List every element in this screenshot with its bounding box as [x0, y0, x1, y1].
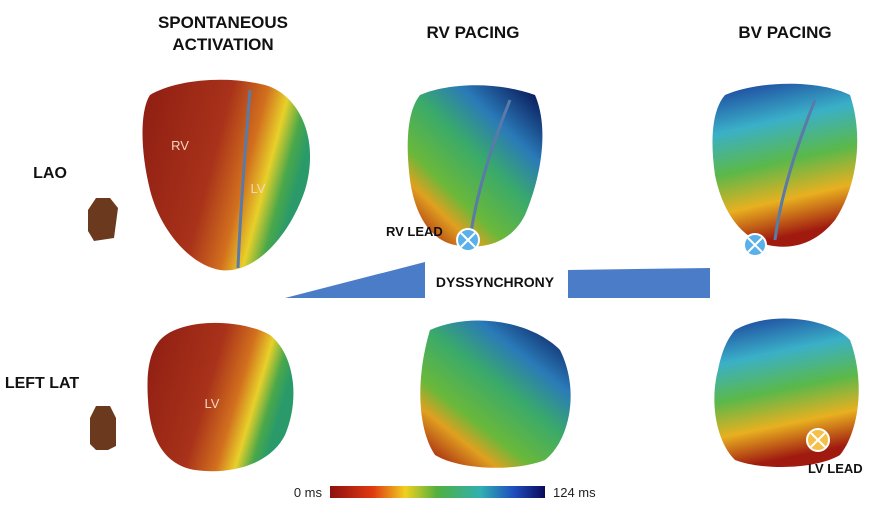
colorbar: [330, 486, 545, 498]
row-label: LEFT LAT: [5, 375, 80, 392]
dyssynchrony-label: DYSSYNCHRONY: [436, 274, 555, 290]
heart-map: [714, 319, 858, 467]
column-title: RV PACING: [427, 23, 520, 42]
heart-map: [712, 84, 857, 247]
dyssynchrony-wedge: [568, 268, 710, 298]
orientation-icon: [88, 198, 118, 241]
row-label: LAO: [33, 165, 67, 182]
figure: SPONTANEOUS ACTIVATION RV PACING BV PACI…: [0, 0, 888, 513]
column-title: SPONTANEOUS: [158, 13, 288, 32]
dyssynchrony-wedge: [285, 262, 425, 298]
orientation-icon: [90, 406, 116, 450]
heart-label: RV: [171, 138, 189, 153]
column-title: BV PACING: [738, 23, 831, 42]
lead-label: RV LEAD: [386, 224, 443, 239]
column-title: ACTIVATION: [172, 35, 273, 54]
heart-label: LV: [251, 181, 266, 196]
heart-map: [408, 85, 543, 246]
colorbar-label: 0 ms: [294, 485, 323, 500]
lv-lead-marker: [807, 429, 829, 451]
colorbar-label: 124 ms: [553, 485, 596, 500]
heart-label: LV: [205, 396, 220, 411]
heart-map: [143, 80, 311, 271]
bv-lead-marker: [744, 234, 766, 256]
heart-map: [420, 320, 570, 467]
heart-map: [148, 323, 294, 471]
lead-label: LV LEAD: [808, 461, 863, 476]
rv-lead-marker: [457, 229, 479, 251]
